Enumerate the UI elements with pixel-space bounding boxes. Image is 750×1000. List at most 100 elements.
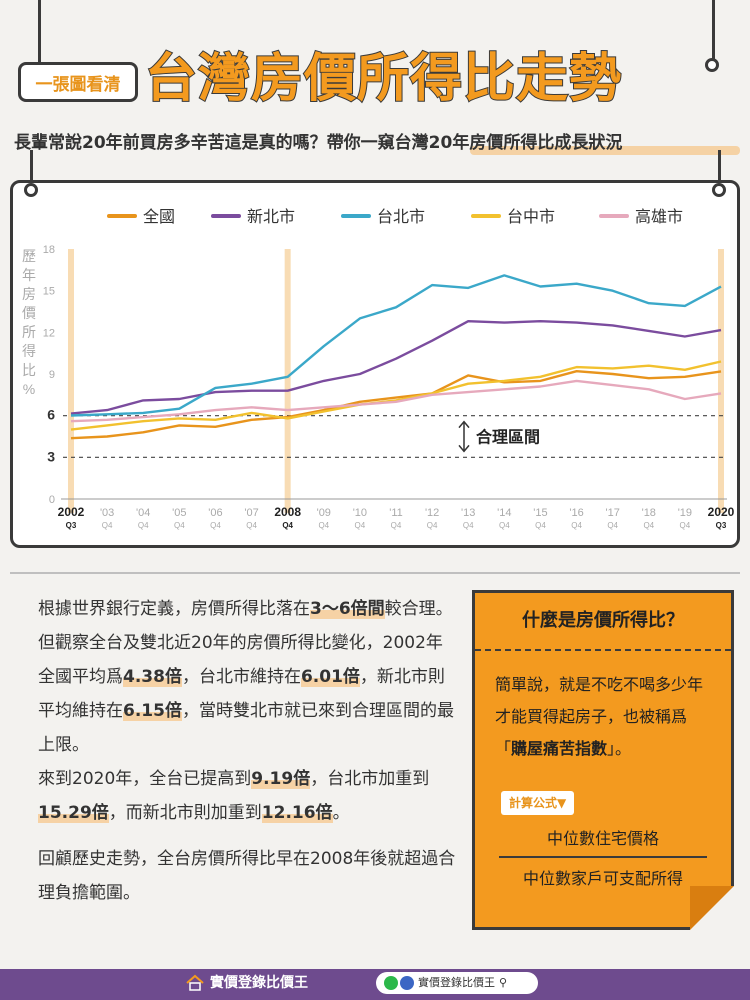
chart-card: 0 3 6 9 12 15 18 歷年房價所得比% 合理區間 2002 Q3 '03 Q4 '04 Q4 '0…: [10, 180, 740, 548]
y-axis-label-char: 所: [22, 324, 36, 340]
paragraph-3: 來到2020年，全台已提高到9.19倍，台北市加重到15.29倍，而新北市則加重…: [38, 769, 430, 823]
highlight-band: [68, 249, 74, 513]
y-axis-label-char: 得: [22, 343, 36, 359]
paragraph-2: 但觀察全台及雙北近20年的房價所得比變化，2002年全國平均爲4.38倍，台北市…: [38, 633, 454, 755]
x-tick-quarter: Q4: [643, 521, 654, 530]
definition-text: 簡單說，就是不吃不喝多少年才能買得起房子，也被稱爲「購屋痛苦指數」。: [495, 675, 704, 758]
y-axis-label-char: %: [23, 381, 35, 397]
x-tick-label: '18: [642, 507, 656, 519]
x-tick-label: '04: [136, 507, 150, 519]
hanger-line-left: [38, 0, 41, 64]
range-annotation: 合理區間: [476, 428, 540, 447]
x-tick-label: 2002: [58, 505, 85, 519]
y-tick-label: 15: [43, 286, 55, 298]
legend-label: 全國: [143, 208, 175, 226]
x-tick-quarter: Q4: [499, 521, 510, 530]
card-hanger-left: [30, 150, 33, 184]
x-tick-quarter: Q4: [102, 521, 113, 530]
x-tick-label: '11: [389, 507, 403, 519]
legend-label: 台中市: [507, 208, 555, 226]
x-tick-label: '15: [533, 507, 547, 519]
y-axis-label-char: 歷: [22, 248, 36, 264]
x-tick-label: '13: [461, 507, 475, 519]
page-subtitle: 長輩常說20年前買房多辛苦這是真的嗎？帶你一窺台灣20年房價所得比成長狀況: [14, 133, 623, 153]
formula-tag: 計算公式▼: [501, 791, 575, 815]
x-tick-quarter: Q4: [391, 521, 402, 530]
x-tick-label: '09: [317, 507, 331, 519]
y-tick-label: 9: [49, 369, 55, 381]
x-tick-quarter: Q4: [427, 521, 438, 530]
legend-label: 新北市: [247, 208, 295, 226]
formula-numerator: 中位數住宅價格: [546, 829, 659, 848]
series-line: [70, 360, 722, 431]
card-pin-right-icon: [712, 183, 726, 197]
x-tick-label: '17: [605, 507, 619, 519]
search-icon: ⚲: [499, 976, 508, 989]
y-axis-label-char: 房: [22, 286, 36, 302]
x-tick-quarter: Q4: [210, 521, 221, 530]
x-tick-quarter: Q3: [716, 521, 727, 530]
x-tick-quarter: Q4: [174, 521, 185, 530]
series-line: [70, 319, 722, 415]
y-tick-label: 0: [49, 494, 55, 506]
y-tick-label: 18: [43, 244, 55, 256]
definition-title: 什麼是房價所得比？: [475, 593, 731, 651]
x-tick-label: '12: [425, 507, 439, 519]
footer-bar: [0, 969, 750, 1000]
y-tick-label: 12: [43, 327, 55, 339]
legend-label: 台北市: [377, 208, 425, 226]
x-tick-label: '10: [353, 507, 367, 519]
y-tick-label: 6: [47, 407, 55, 423]
x-tick-quarter: Q4: [680, 521, 691, 530]
highlight-band: [284, 249, 291, 513]
subtitle-highlight: [470, 146, 740, 155]
x-tick-quarter: Q4: [138, 521, 149, 530]
line-icon: [384, 976, 398, 990]
page-title: 台灣房價所得比走勢: [144, 48, 623, 110]
formula-fraction-line: [499, 856, 707, 858]
card-hanger-right: [718, 150, 721, 184]
series-line: [70, 274, 722, 417]
footer-brand: 實價登錄比價王: [210, 975, 308, 991]
range-arrow-head-up: [458, 420, 470, 429]
page-fold-corner: [690, 886, 734, 930]
body-text: 根據世界銀行定義，房價所得比落在3～6倍間較合理。 但觀察全台及雙北近20年的房…: [38, 592, 458, 910]
formula-denominator: 中位數家戶可支配所得: [522, 869, 683, 888]
paragraph-4: 回顧歷史走勢，全台房價所得比早在2008年後就超過合理負擔範圍。: [38, 849, 456, 903]
highlight-band: [718, 249, 724, 513]
card-pin-left-icon: [24, 183, 38, 197]
x-tick-quarter: Q4: [571, 521, 582, 530]
x-tick-label: '19: [678, 507, 692, 519]
facebook-icon: [400, 976, 414, 990]
x-tick-quarter: Q4: [607, 521, 618, 530]
series-line: [70, 369, 722, 440]
y-axis-label-char: 價: [22, 305, 36, 321]
section-divider: [10, 572, 740, 574]
legend-label: 高雄市: [635, 208, 683, 226]
x-tick-label: '14: [497, 507, 511, 519]
x-tick-label: '16: [569, 507, 583, 519]
paragraph-1: 根據世界銀行定義，房價所得比落在3～6倍間較合理。: [38, 599, 453, 619]
x-tick-label: 2020: [708, 505, 735, 519]
x-tick-quarter: Q3: [66, 521, 77, 530]
y-tick-label: 3: [47, 448, 55, 464]
footer-search-text: 實價登錄比價王: [418, 976, 495, 989]
y-axis-label-char: 比: [22, 362, 36, 378]
x-tick-quarter: Q4: [355, 521, 366, 530]
x-tick-label: '05: [172, 507, 186, 519]
x-tick-label: '03: [100, 507, 114, 519]
footer-search-pill[interactable]: 實價登錄比價王 ⚲: [376, 972, 538, 994]
definition-box: 什麼是房價所得比？ 簡單說，就是不吃不喝多少年才能買得起房子，也被稱爲「購屋痛苦…: [472, 590, 734, 930]
hanger-line-right: [712, 0, 715, 60]
range-arrow-head-down: [458, 444, 470, 453]
header-tag: 一張圖看清: [18, 62, 138, 102]
x-tick-quarter: Q4: [318, 521, 329, 530]
x-tick-quarter: Q4: [246, 521, 257, 530]
x-tick-label: '06: [208, 507, 222, 519]
house-logo-icon: [186, 974, 204, 992]
title-pin-icon: [705, 58, 719, 72]
x-tick-quarter: Q4: [463, 521, 474, 530]
x-tick-label: 2008: [274, 505, 301, 519]
x-tick-quarter: Q4: [282, 521, 293, 530]
